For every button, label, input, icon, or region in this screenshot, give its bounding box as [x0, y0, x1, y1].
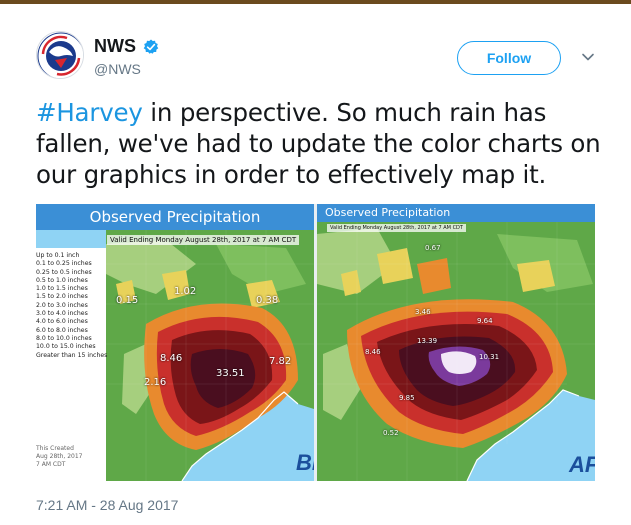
- chevron-down-icon[interactable]: [581, 50, 595, 64]
- map-value-label: 33.51: [216, 368, 245, 379]
- legend-item: Up to 0.1 inch: [36, 252, 80, 259]
- map-value-label: 3.46: [415, 308, 431, 316]
- nws-logo-icon: [37, 32, 83, 78]
- map-legend: Up to 0.1 inch 0.1 to 0.25 inches 0.25 t…: [36, 248, 108, 481]
- precip-map-right-graphic: [317, 204, 595, 481]
- tweet-text: #Harvey in perspective. So much rain has…: [36, 97, 621, 190]
- map-value-label: 13.39: [417, 337, 438, 345]
- follow-button[interactable]: Follow: [457, 41, 561, 75]
- author-info: NWS: [94, 36, 159, 57]
- map-value-label: 0.15: [116, 295, 139, 306]
- legend-footer: This Created Aug 28th, 2017 7 AM CDT: [36, 445, 83, 469]
- top-border: [0, 0, 631, 4]
- legend-item: 3.0 to 4.0 inches: [36, 310, 88, 318]
- tweet-media[interactable]: Observed Precipitation Valid Ending Mond…: [36, 204, 595, 481]
- map-value-label: 8.46: [365, 348, 381, 356]
- map-value-label: 9.64: [477, 317, 493, 325]
- map-title: Observed Precipitation: [317, 204, 595, 222]
- map-value-label: 10.31: [479, 353, 500, 361]
- map-value-label: 1.02: [174, 286, 197, 297]
- precip-map-left[interactable]: Observed Precipitation Valid Ending Mond…: [36, 204, 314, 481]
- precip-map-right[interactable]: Observed Precipitation Valid Ending Mond…: [317, 204, 595, 481]
- map-value-label: 9.85: [399, 394, 415, 402]
- hashtag-link[interactable]: #Harvey: [36, 98, 143, 127]
- legend-item: 4.0 to 6.0 inches: [36, 318, 88, 326]
- legend-item: 2.0 to 3.0 inches: [36, 301, 88, 309]
- legend-item: 0.25 to 0.5 inches: [36, 268, 92, 276]
- legend-item: 1.0 to 1.5 inches: [36, 285, 88, 293]
- map-value-label: 0.52: [383, 429, 399, 437]
- legend-footer-line: This Created: [36, 445, 74, 452]
- map-value-label: 0.67: [425, 244, 441, 252]
- map-value-label: 7.82: [269, 356, 292, 367]
- avatar[interactable]: [36, 31, 84, 79]
- verified-badge-icon: [143, 39, 159, 55]
- legend-item: 6.0 to 8.0 inches: [36, 326, 88, 334]
- map-valid-time: Valid Ending Monday August 28th, 2017 at…: [327, 224, 466, 232]
- legend-footer-line: Aug 28th, 2017: [36, 453, 83, 460]
- map-title: Observed Precipitation: [36, 204, 314, 230]
- legend-footer-line: 7 AM CDT: [36, 461, 66, 468]
- map-valid-time: Valid Ending Monday August 28th, 2017 at…: [107, 235, 300, 245]
- legend-item: 1.5 to 2.0 inches: [36, 293, 88, 301]
- legend-item: 0.5 to 1.0 inches: [36, 276, 88, 284]
- map-brand: AF: [569, 452, 595, 477]
- legend-item: 0.1 to 0.25 inches: [36, 260, 92, 268]
- author-handle[interactable]: @NWS: [94, 61, 141, 77]
- tweet-timestamp[interactable]: 7:21 AM - 28 Aug 2017: [36, 497, 179, 513]
- legend-item: 10.0 to 15.0 inches: [36, 343, 96, 351]
- map-value-label: 8.46: [160, 353, 183, 364]
- legend-item: Greater than 15 inches: [36, 351, 108, 359]
- legend-item: 8.0 to 10.0 inches: [36, 334, 92, 342]
- map-value-label: 0.38: [256, 295, 279, 306]
- map-brand: BE: [296, 450, 314, 475]
- author-name[interactable]: NWS: [94, 36, 136, 56]
- tweet-body: in perspective. So much rain has fallen,…: [36, 98, 601, 189]
- map-value-label: 2.16: [144, 377, 167, 388]
